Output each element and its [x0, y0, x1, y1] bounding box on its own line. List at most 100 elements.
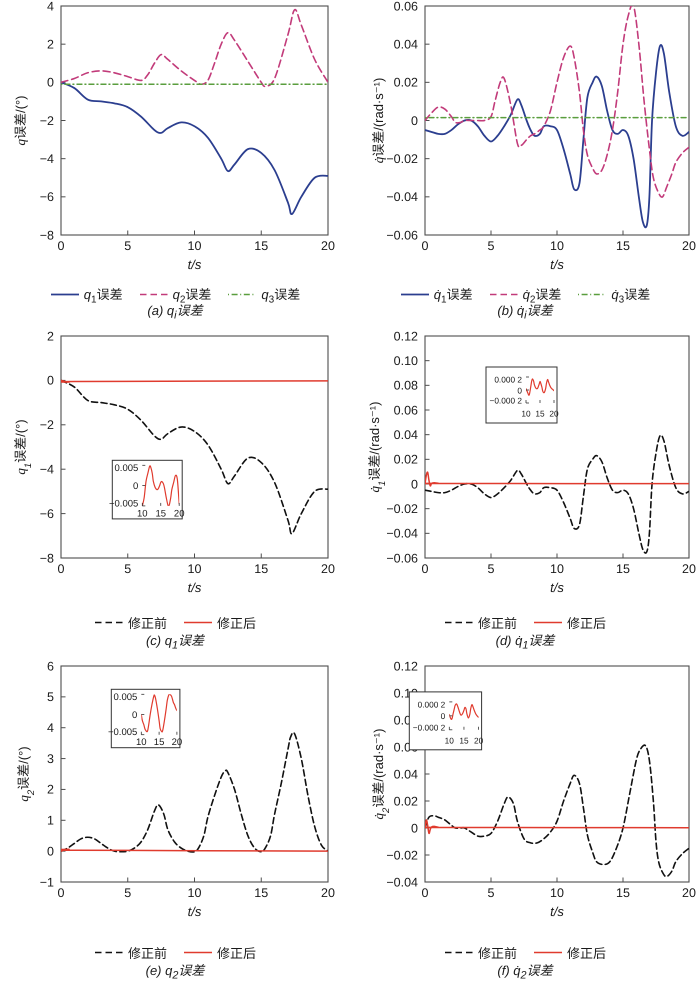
svg-text:10: 10: [445, 735, 455, 745]
svg-text:−8: −8: [40, 551, 54, 565]
svg-text:0.02: 0.02: [394, 794, 418, 808]
svg-text:0: 0: [411, 114, 418, 128]
svg-text:0: 0: [58, 239, 65, 253]
svg-text:−0.02: −0.02: [386, 848, 418, 862]
svg-text:10: 10: [550, 886, 564, 900]
svg-text:0.02: 0.02: [394, 76, 418, 90]
svg-text:0: 0: [132, 710, 137, 721]
svg-text:−2: −2: [40, 114, 54, 128]
svg-text:10: 10: [550, 239, 564, 253]
svg-text:15: 15: [154, 737, 165, 748]
svg-text:−0.02: −0.02: [386, 502, 418, 516]
svg-text:−6: −6: [40, 190, 54, 204]
svg-text:0: 0: [422, 239, 429, 253]
svg-text:0.06: 0.06: [394, 0, 418, 13]
svg-text:0: 0: [441, 711, 446, 721]
svg-text:0.04: 0.04: [394, 37, 418, 51]
svg-text:−0.06: −0.06: [386, 551, 418, 565]
svg-text:10: 10: [136, 737, 147, 748]
svg-text:−0.06: −0.06: [386, 228, 418, 242]
svg-text:20: 20: [474, 735, 484, 745]
svg-text:−2: −2: [40, 418, 54, 432]
svg-text:15: 15: [616, 239, 630, 253]
svg-text:−0.04: −0.04: [386, 527, 418, 541]
svg-text:0: 0: [58, 886, 65, 900]
svg-text:0.005: 0.005: [115, 463, 139, 474]
svg-text:10: 10: [188, 239, 202, 253]
svg-text:20: 20: [682, 562, 696, 576]
svg-text:0: 0: [47, 76, 54, 90]
svg-text:15: 15: [155, 508, 166, 519]
svg-text:−0.005: −0.005: [108, 727, 137, 738]
svg-text:5: 5: [124, 886, 131, 900]
svg-text:q误差/(°): q误差/(°): [13, 96, 28, 146]
svg-text:6: 6: [47, 659, 54, 673]
svg-text:0.02: 0.02: [394, 453, 418, 467]
svg-text:0: 0: [47, 374, 54, 388]
svg-text:15: 15: [535, 409, 545, 419]
svg-text:0: 0: [422, 562, 429, 576]
svg-text:15: 15: [254, 886, 268, 900]
svg-text:0.06: 0.06: [394, 403, 418, 417]
svg-text:0.000 2: 0.000 2: [418, 699, 446, 709]
svg-text:−0.02: −0.02: [386, 152, 418, 166]
svg-text:15: 15: [616, 886, 630, 900]
svg-text:5: 5: [124, 562, 131, 576]
svg-text:5: 5: [488, 239, 495, 253]
svg-text:−4: −4: [40, 152, 54, 166]
svg-text:−8: −8: [40, 228, 54, 242]
svg-text:10: 10: [188, 562, 202, 576]
svg-text:0: 0: [517, 385, 522, 395]
svg-text:0.10: 0.10: [394, 354, 418, 368]
svg-text:2: 2: [47, 37, 54, 51]
svg-text:2: 2: [47, 783, 54, 797]
svg-text:−6: −6: [40, 507, 54, 521]
svg-text:0: 0: [422, 886, 429, 900]
svg-text:−4: −4: [40, 463, 54, 477]
svg-text:3: 3: [47, 752, 54, 766]
svg-text:10: 10: [188, 886, 202, 900]
svg-text:q̇误差/(rad·s⁻¹): q̇误差/(rad·s⁻¹): [371, 78, 386, 164]
svg-text:0.000 2: 0.000 2: [494, 375, 522, 385]
svg-text:−0.000 2: −0.000 2: [489, 396, 522, 406]
svg-text:t/s: t/s: [188, 904, 202, 919]
svg-text:t/s: t/s: [550, 257, 564, 272]
svg-text:15: 15: [616, 562, 630, 576]
svg-text:t/s: t/s: [550, 580, 564, 595]
svg-text:4: 4: [47, 721, 54, 735]
svg-text:5: 5: [124, 239, 131, 253]
svg-text:15: 15: [254, 562, 268, 576]
svg-text:0.08: 0.08: [394, 379, 418, 393]
svg-text:t/s: t/s: [550, 904, 564, 919]
svg-text:1: 1: [47, 814, 54, 828]
svg-text:20: 20: [682, 239, 696, 253]
svg-text:15: 15: [459, 735, 469, 745]
svg-text:0: 0: [47, 844, 54, 858]
svg-text:5: 5: [488, 562, 495, 576]
svg-text:0.12: 0.12: [394, 659, 418, 673]
svg-text:20: 20: [321, 239, 335, 253]
svg-text:20: 20: [549, 409, 559, 419]
svg-text:4: 4: [47, 0, 54, 13]
svg-text:20: 20: [321, 886, 335, 900]
svg-text:5: 5: [47, 690, 54, 704]
svg-text:0.04: 0.04: [394, 428, 418, 442]
svg-text:5: 5: [488, 886, 495, 900]
svg-text:0: 0: [411, 821, 418, 835]
svg-text:−0.000 2: −0.000 2: [413, 722, 446, 732]
svg-text:10: 10: [550, 562, 564, 576]
svg-text:10: 10: [521, 409, 531, 419]
svg-text:0: 0: [411, 477, 418, 491]
svg-text:20: 20: [682, 886, 696, 900]
svg-text:0: 0: [133, 481, 138, 492]
svg-text:t/s: t/s: [188, 580, 202, 595]
svg-text:20: 20: [174, 508, 185, 519]
svg-text:20: 20: [321, 562, 335, 576]
svg-text:0.12: 0.12: [394, 329, 418, 343]
svg-text:20: 20: [172, 737, 183, 748]
svg-text:10: 10: [137, 508, 148, 519]
svg-text:−0.04: −0.04: [386, 190, 418, 204]
svg-text:15: 15: [254, 239, 268, 253]
svg-text:−0.04: −0.04: [386, 875, 418, 889]
svg-text:−0.005: −0.005: [109, 498, 138, 509]
